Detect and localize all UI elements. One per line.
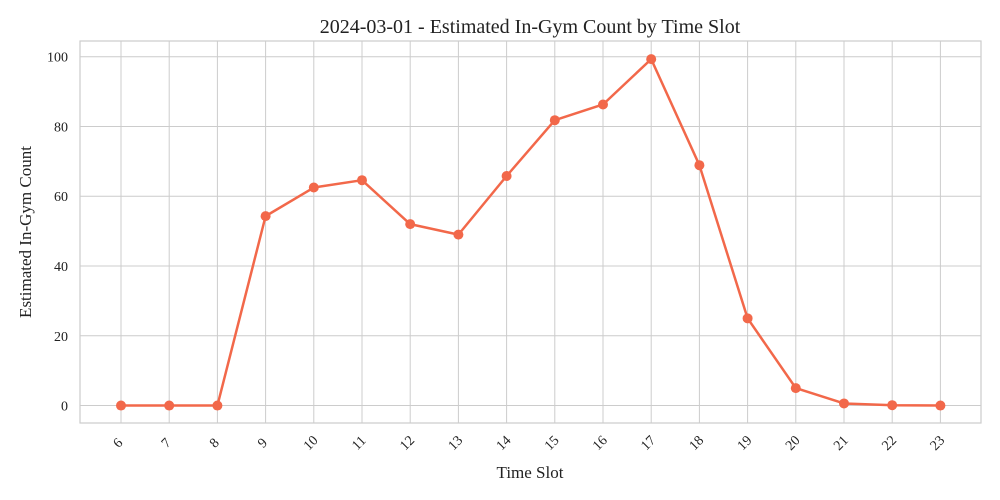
data-point [308, 182, 319, 193]
x-tick-label: 15 [542, 433, 563, 454]
data-point [887, 400, 898, 411]
x-tick-label: 10 [301, 433, 322, 454]
x-tick-label: 14 [494, 433, 515, 454]
y-tick-label: 100 [47, 51, 68, 66]
x-tick-label: 12 [397, 433, 418, 454]
y-tick-labels: 0 20 40 60 80 100 [47, 51, 68, 415]
x-tick-label: 7 [159, 436, 175, 452]
data-point [453, 229, 464, 240]
data-point [501, 171, 512, 182]
x-tick-label: 16 [590, 433, 611, 454]
data-point [212, 400, 223, 411]
data-point [116, 400, 126, 411]
data-point [357, 175, 367, 186]
x-tick-label: 20 [783, 433, 804, 454]
plot-frame [79, 40, 982, 424]
chart-title: 2024-03-01 - Estimated In-Gym Count by T… [320, 16, 741, 38]
x-tick-label: 6 [111, 436, 127, 452]
x-tick-label: 22 [879, 433, 900, 454]
x-tick-label: 23 [928, 433, 949, 454]
y-axis-label: Estimated In-Gym Count [16, 146, 35, 318]
x-tick-label: 21 [831, 433, 852, 454]
data-point [164, 400, 175, 411]
x-tick-label: 11 [349, 433, 369, 453]
x-tick-label: 19 [735, 433, 756, 454]
x-tick-label: 9 [255, 436, 271, 452]
x-tick-label: 13 [446, 433, 467, 454]
data-point [839, 398, 849, 409]
data-point [646, 54, 657, 65]
y-tick-label: 80 [54, 120, 68, 135]
data-point [598, 99, 608, 110]
y-tick-label: 60 [54, 190, 68, 205]
data-point [790, 383, 801, 394]
x-axis-label: Time Slot [497, 463, 564, 482]
data-point [742, 313, 753, 324]
data-point [694, 160, 705, 171]
data-point [260, 211, 271, 222]
y-tick-label: 20 [54, 330, 68, 345]
series-line [121, 57, 941, 407]
data-point [935, 400, 946, 411]
data-point [549, 115, 560, 126]
y-tick-label: 40 [54, 260, 68, 275]
x-tick-labels: 6 7 8 9 10 11 12 13 14 15 16 17 18 19 20 21 22 23 [111, 433, 948, 454]
data-point [405, 219, 416, 230]
x-tick-label: 8 [207, 436, 223, 452]
grid-layer [80, 41, 981, 423]
y-tick-label: 0 [61, 400, 68, 415]
x-tick-label: 18 [687, 433, 708, 454]
series-layer [116, 54, 946, 411]
x-tick-label: 17 [638, 433, 659, 454]
